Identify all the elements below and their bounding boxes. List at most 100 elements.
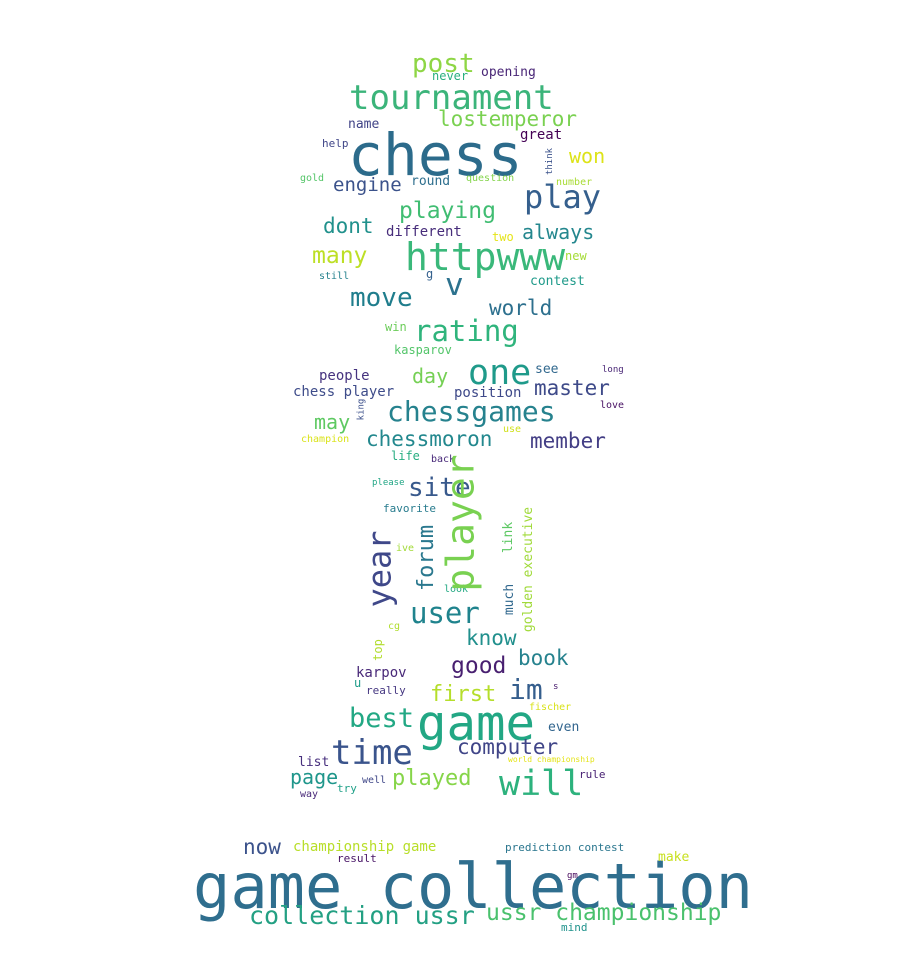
word: new: [565, 249, 587, 263]
word: ussr championship: [486, 900, 722, 926]
word: opening: [481, 65, 536, 80]
word: lostemperor: [438, 107, 578, 131]
word: cg: [388, 621, 401, 632]
word: good: [451, 653, 507, 679]
word: number: [556, 177, 593, 188]
word: life: [391, 449, 420, 463]
word: chess player: [293, 384, 395, 400]
word: world: [489, 296, 553, 320]
word: computer: [457, 735, 559, 759]
word: king: [356, 398, 367, 421]
word: use: [503, 424, 522, 435]
word: way: [300, 789, 319, 800]
word: game collection: [193, 850, 753, 923]
word: many: [312, 243, 368, 269]
word: question: [466, 173, 515, 184]
word: httpwww: [405, 235, 566, 279]
word: round: [411, 174, 451, 189]
word: prediction contest: [505, 841, 625, 854]
word: back: [431, 454, 456, 465]
word: now: [243, 835, 281, 859]
word: well: [362, 775, 387, 786]
word: first: [430, 682, 497, 707]
word: user: [410, 596, 480, 630]
word: chess: [348, 121, 523, 189]
word: name: [348, 117, 380, 132]
word: kasparov: [394, 343, 452, 357]
word: different: [386, 224, 462, 240]
word: im: [509, 673, 543, 706]
word: link: [501, 521, 517, 554]
word: one: [468, 353, 532, 393]
word: tournament: [349, 78, 554, 118]
word: dont: [323, 214, 374, 238]
word: page: [290, 765, 339, 789]
word: karpov: [356, 665, 407, 681]
word: even: [548, 720, 580, 735]
word: rating: [414, 314, 519, 348]
word: great: [520, 127, 563, 143]
word: play: [524, 178, 602, 216]
word: contest: [530, 274, 585, 289]
word: may: [314, 410, 351, 434]
word: move: [350, 283, 413, 313]
word: collection ussr: [249, 901, 475, 930]
word: gm: [567, 871, 578, 881]
word: top: [370, 639, 385, 661]
word: result: [337, 852, 377, 865]
word: two: [492, 230, 514, 244]
word: engine: [333, 174, 402, 196]
word: fischer: [529, 702, 572, 713]
word: master: [534, 376, 610, 400]
word: day: [412, 364, 449, 388]
word: world championship: [508, 755, 595, 764]
word: still: [319, 271, 350, 282]
word: s: [553, 682, 559, 692]
word: please: [372, 478, 405, 488]
word: chessmoron: [366, 427, 493, 451]
word: win: [385, 320, 407, 334]
word: think: [545, 147, 556, 176]
word: player: [438, 454, 483, 592]
word: member: [530, 429, 606, 453]
word: year: [360, 530, 399, 608]
word: really: [366, 684, 406, 697]
word: site: [408, 473, 471, 503]
word: forum: [414, 524, 440, 592]
word: list: [298, 755, 330, 770]
word: try: [337, 782, 357, 795]
word: rule: [579, 768, 606, 781]
word: u: [354, 676, 362, 690]
word: champion: [301, 434, 350, 445]
word: always: [522, 220, 595, 244]
word: favorite: [383, 502, 436, 515]
word: look: [444, 584, 469, 595]
word: help: [322, 137, 349, 150]
word: will: [499, 764, 584, 804]
word: never: [432, 69, 469, 83]
word: book: [518, 646, 569, 670]
word: post: [412, 49, 475, 79]
word: best: [349, 703, 415, 734]
word: playing: [399, 198, 496, 224]
word: chessgames: [387, 395, 556, 428]
word: know: [466, 626, 517, 650]
word: won: [569, 144, 606, 168]
word: g: [426, 267, 434, 281]
word: ive: [396, 543, 415, 554]
word: golden executive: [521, 506, 537, 633]
word: mind: [561, 921, 588, 934]
word: gold: [300, 173, 325, 184]
word: love: [600, 400, 625, 411]
word: played: [392, 766, 472, 791]
word: see: [535, 362, 559, 377]
word: v: [445, 267, 464, 303]
word: game: [417, 695, 536, 752]
word: people: [319, 368, 370, 384]
word: make: [658, 850, 690, 865]
word: much: [502, 583, 518, 616]
word: championship game: [293, 839, 437, 855]
word: position: [454, 385, 522, 401]
word: long: [602, 365, 624, 375]
